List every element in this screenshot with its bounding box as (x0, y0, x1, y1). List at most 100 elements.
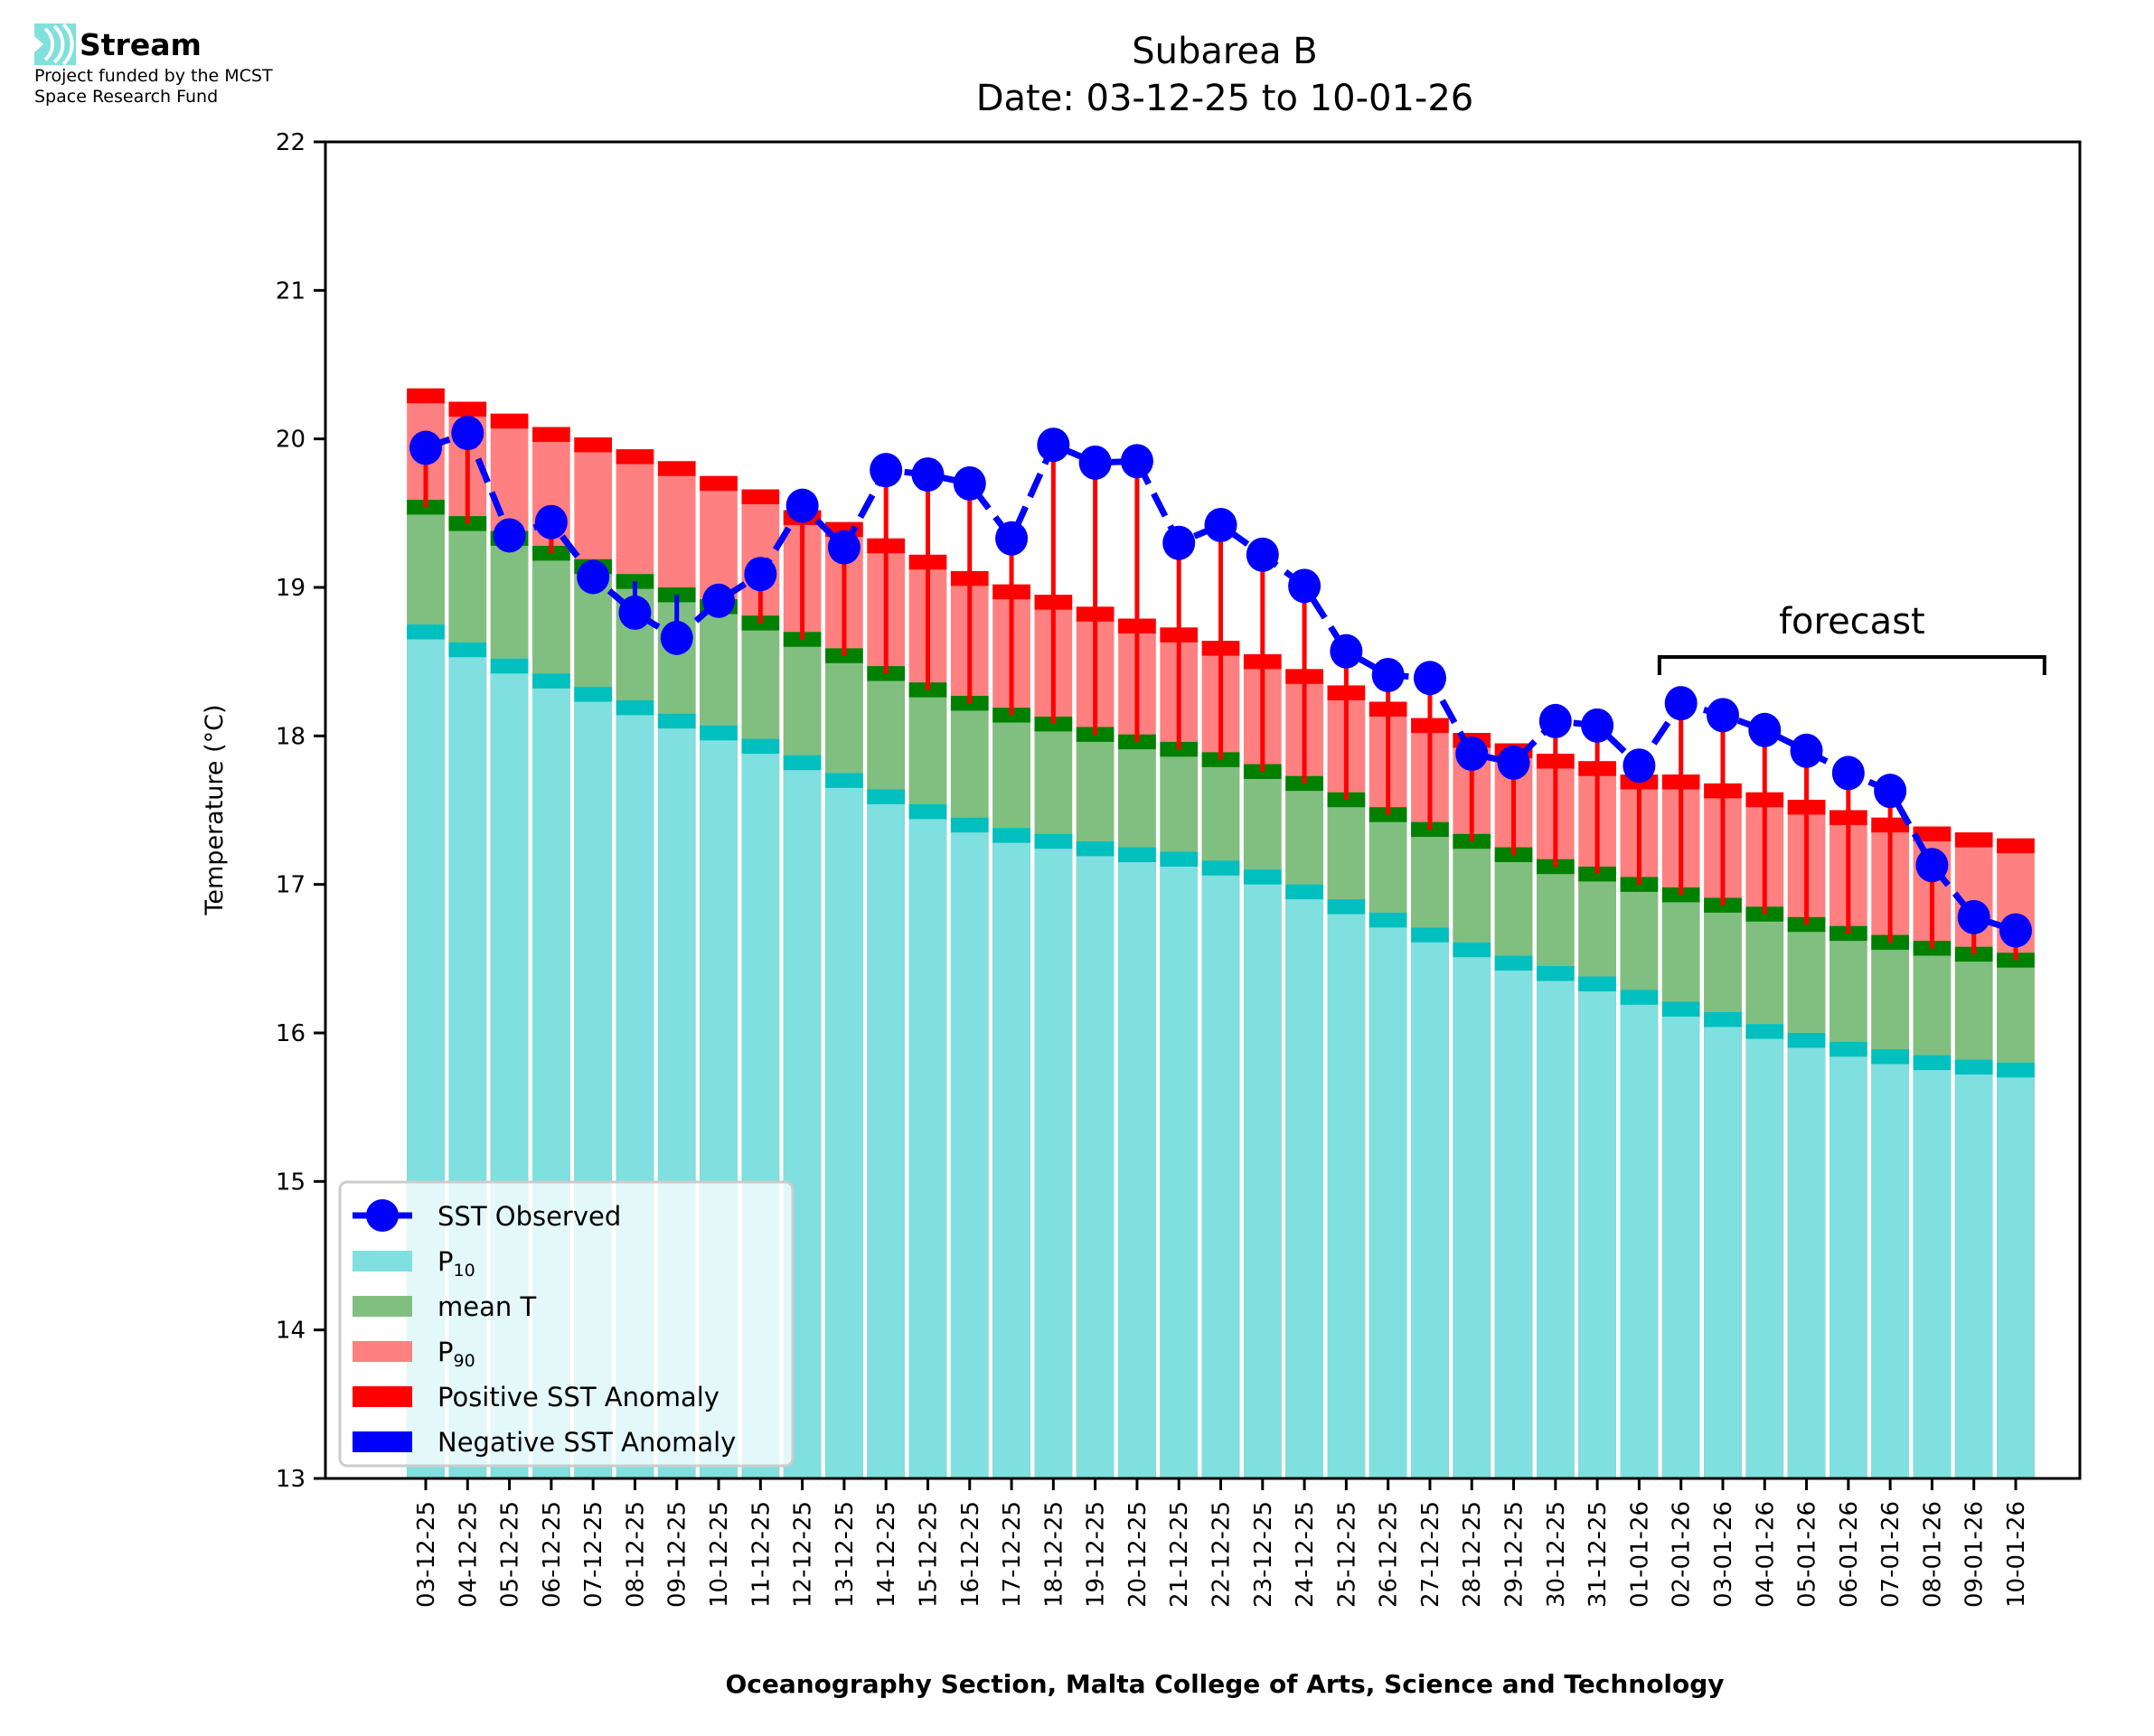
p10-cap (657, 713, 696, 729)
p10-cap (1578, 976, 1616, 991)
p10-bar (1201, 860, 1240, 1478)
p10-bar (1871, 1049, 1909, 1478)
p10-cap (1871, 1049, 1909, 1065)
observed-point (451, 416, 484, 451)
x-tick-label: 10-01-26 (2003, 1501, 2030, 1608)
observed-point (1497, 745, 1530, 780)
p10-cap (908, 803, 947, 820)
p10-cap (1954, 1059, 1993, 1075)
p10-bar (1997, 1062, 2035, 1478)
x-tick-label: 08-12-25 (622, 1501, 649, 1608)
x-tick-label: 28-12-25 (1459, 1501, 1486, 1608)
x-tick-label: 12-12-25 (790, 1501, 817, 1608)
x-tick-label: 01-01-26 (1626, 1501, 1653, 1608)
p10-cap (700, 725, 738, 741)
p90-cap (741, 489, 780, 504)
p10-cap (407, 624, 445, 640)
p10-cap (532, 673, 570, 689)
y-tick-label: 15 (276, 1168, 306, 1196)
observed-point (744, 557, 777, 592)
p10-bar (1369, 912, 1407, 1478)
y-tick-label: 19 (276, 575, 306, 602)
observed-point (995, 521, 1029, 556)
x-tick-label: 06-12-25 (539, 1501, 566, 1608)
x-tick-label: 06-01-26 (1836, 1501, 1863, 1608)
x-tick-label: 11-12-25 (748, 1501, 775, 1608)
p10-bar (1034, 833, 1073, 1478)
x-tick-label: 07-01-26 (1877, 1501, 1905, 1608)
p90-cap (1997, 838, 2035, 854)
chart-subtitle: Date: 03-12-25 to 10-01-26 (976, 78, 1474, 119)
x-tick-label: 18-12-25 (1040, 1501, 1068, 1608)
observed-point (1413, 661, 1446, 696)
x-tick-label: 27-12-25 (1417, 1501, 1444, 1608)
observed-point (1037, 427, 1070, 463)
p10-bar (867, 789, 906, 1478)
p10-bar (1913, 1055, 1952, 1478)
p10-cap (1536, 966, 1575, 981)
p90-cap (448, 401, 487, 418)
legend-label: SST Observed (437, 1201, 621, 1232)
p10-bar (1578, 976, 1616, 1478)
legend-patch-swatch (353, 1251, 412, 1272)
x-tick-label: 17-12-25 (999, 1501, 1026, 1608)
x-tick-label: 02-01-26 (1669, 1501, 1696, 1608)
p10-cap (616, 699, 654, 716)
p90-cap (700, 475, 738, 492)
p10-bar (1787, 1033, 1826, 1478)
x-tick-label: 23-12-25 (1250, 1501, 1277, 1608)
p10-cap (490, 658, 529, 674)
forecast-annotation: forecast (1657, 601, 2046, 675)
p10-cap (1411, 927, 1449, 943)
legend-label: Negative SST Anomaly (437, 1427, 736, 1458)
p10-cap (1829, 1041, 1867, 1057)
observed-point (1957, 899, 1990, 934)
p10-cap (1201, 860, 1240, 876)
axes-group: 13 14 15 16 17 18 19 20 21 22 03-12-25 04-12-25 05-1… (276, 129, 2082, 1608)
p10-cap (1453, 942, 1491, 958)
y-tick-label: 13 (276, 1466, 306, 1493)
observed-point (1664, 686, 1698, 721)
chart-title: Subarea B (1132, 31, 1318, 72)
p10-cap (1285, 884, 1323, 900)
p10-cap (1327, 899, 1366, 915)
x-tick-label: 31-12-25 (1585, 1501, 1612, 1608)
p10-cap (1620, 990, 1659, 1005)
p10-bar (1160, 851, 1199, 1478)
p90-cap (407, 388, 445, 404)
x-tick-label: 04-01-26 (1752, 1501, 1779, 1608)
p10-bar (908, 803, 947, 1478)
p10-bar (1829, 1041, 1867, 1478)
p10-bar (1745, 1024, 1784, 1478)
p10-cap (1997, 1062, 2035, 1078)
y-axis-label: Temperature (°C) (201, 704, 229, 915)
y-tick-label: 20 (276, 427, 306, 454)
p90-cap (490, 413, 529, 429)
observed-point (1078, 445, 1112, 480)
x-tick-label: 20-12-25 (1124, 1501, 1152, 1608)
p10-bar (1243, 869, 1282, 1478)
x-tick-label: 10-12-25 (706, 1501, 733, 1608)
observed-point (827, 530, 861, 565)
p90-cap (657, 461, 696, 476)
p10-bar (992, 828, 1030, 1478)
y-tick-label: 21 (276, 277, 306, 305)
p10-cap (1076, 841, 1115, 857)
p10-bar (1620, 990, 1659, 1478)
p10-bar (1118, 847, 1156, 1478)
observed-point (702, 583, 736, 618)
x-tick-label: 09-12-25 (664, 1501, 691, 1608)
p10-cap (1369, 912, 1407, 928)
p10-bar (1453, 942, 1491, 1478)
x-tick-label: 21-12-25 (1166, 1501, 1193, 1608)
observed-point (409, 430, 442, 465)
x-tick-label: 25-12-25 (1333, 1501, 1360, 1608)
x-tick-label: 14-12-25 (873, 1501, 900, 1608)
observed-line-group (409, 416, 2032, 948)
p10-bar (1411, 927, 1449, 1478)
p10-cap (950, 817, 989, 833)
mean-cap (1829, 925, 1867, 942)
legend-patch-swatch (353, 1386, 412, 1407)
x-tick-label: 04-12-25 (455, 1501, 482, 1608)
